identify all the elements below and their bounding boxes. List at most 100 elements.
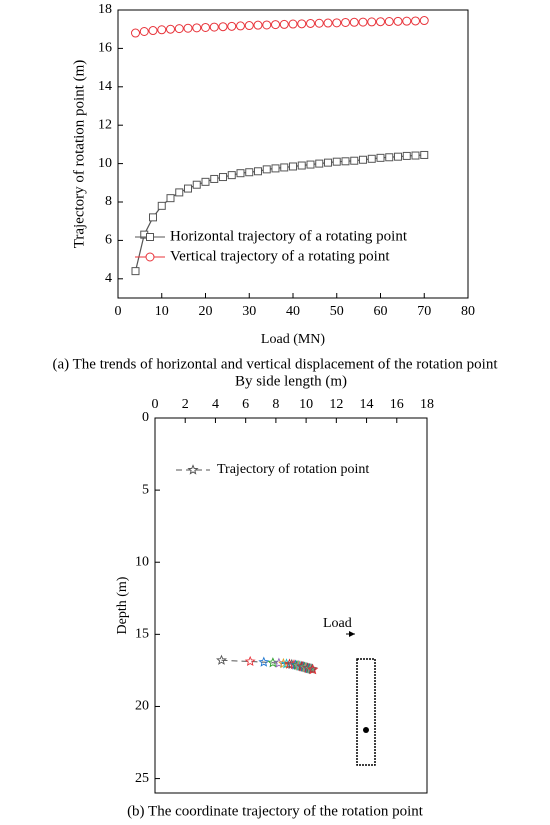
marker [210,174,219,183]
x-tick-label: 2 [182,397,189,412]
marker [420,150,429,159]
marker [385,153,394,162]
marker [394,152,402,161]
marker [289,162,297,171]
y-axis-label: Depth (m) [115,576,130,634]
marker [314,18,324,28]
marker [323,18,333,28]
marker [271,164,280,173]
x-tick-label: 80 [461,304,475,319]
legend-marker [145,252,155,262]
marker [139,27,149,37]
pile-point [363,727,369,733]
x-axis-label: Load (MN) [261,332,325,347]
marker [262,20,272,30]
marker [201,177,210,186]
y-tick-label: 15 [135,627,149,642]
marker [131,267,140,276]
x-tick-label: 40 [286,304,300,319]
marker [419,16,429,26]
y-tick-label: 18 [98,2,112,17]
marker [157,25,167,35]
caption: (a) The trends of horizontal and vertica… [53,356,499,372]
marker [209,22,219,32]
x-tick-label: 14 [360,397,374,412]
star-marker [244,655,256,667]
marker [175,188,184,197]
marker [236,169,245,178]
x-tick-label: 16 [390,397,404,412]
legend-marker [187,464,199,475]
marker [411,16,420,26]
load-pile [356,658,376,766]
y-tick-label: 20 [135,699,149,714]
marker [297,161,306,170]
marker [219,173,227,182]
star-marker [278,657,289,669]
marker [201,22,210,32]
y-tick-label: 6 [105,233,112,248]
x-axis-label: By side length (m) [235,373,347,389]
y-tick-label: 10 [135,554,149,569]
star-marker [216,654,227,665]
marker [131,28,140,38]
x-tick-label: 10 [299,397,313,412]
star-marker [307,664,319,675]
marker [288,19,298,29]
y-tick-label: 0 [142,410,149,425]
x-tick-label: 8 [272,397,279,412]
legend-label: Trajectory of rotation point [217,462,369,477]
x-tick-label: 12 [329,397,343,412]
marker [384,17,394,27]
marker [376,153,385,162]
y-tick-label: 16 [98,41,112,56]
marker [341,17,350,27]
marker [271,20,280,30]
marker [367,17,377,27]
marker [393,16,403,26]
x-tick-label: 60 [374,304,388,319]
x-tick-label: 4 [212,397,219,412]
marker [402,16,412,26]
marker [297,19,307,29]
load-arrow-head [349,631,355,637]
y-tick-label: 8 [105,194,112,209]
marker [157,201,166,210]
legend-label: Horizontal trajectory of a rotating poin… [170,228,408,244]
star-marker [258,656,270,667]
marker [411,151,420,160]
y-tick-label: 14 [98,79,112,94]
marker [174,24,184,34]
marker [402,151,411,160]
legend-marker [146,233,154,241]
marker [166,24,175,34]
marker [332,18,342,28]
y-tick-label: 4 [105,271,112,286]
marker [262,165,271,174]
marker [148,26,158,36]
y-tick-label: 5 [142,482,149,497]
marker [254,167,262,176]
marker [306,18,315,28]
y-axis-label: Trajectory of rotation point (m) [71,60,87,249]
marker [253,20,263,30]
y-tick-label: 12 [98,117,112,132]
marker [332,157,341,166]
marker [227,171,236,180]
x-tick-label: 50 [330,304,344,319]
plot-frame [154,417,428,794]
marker [245,168,254,177]
x-tick-label: 0 [115,304,122,319]
y-tick-label: 10 [98,156,112,171]
marker [184,184,192,193]
x-tick-label: 70 [417,304,431,319]
marker [349,17,359,27]
marker [244,21,254,31]
y-tick-label: 25 [135,771,149,786]
x-tick-label: 20 [199,304,213,319]
marker [367,154,376,163]
marker [227,21,237,31]
marker [350,156,359,165]
marker [341,157,350,166]
